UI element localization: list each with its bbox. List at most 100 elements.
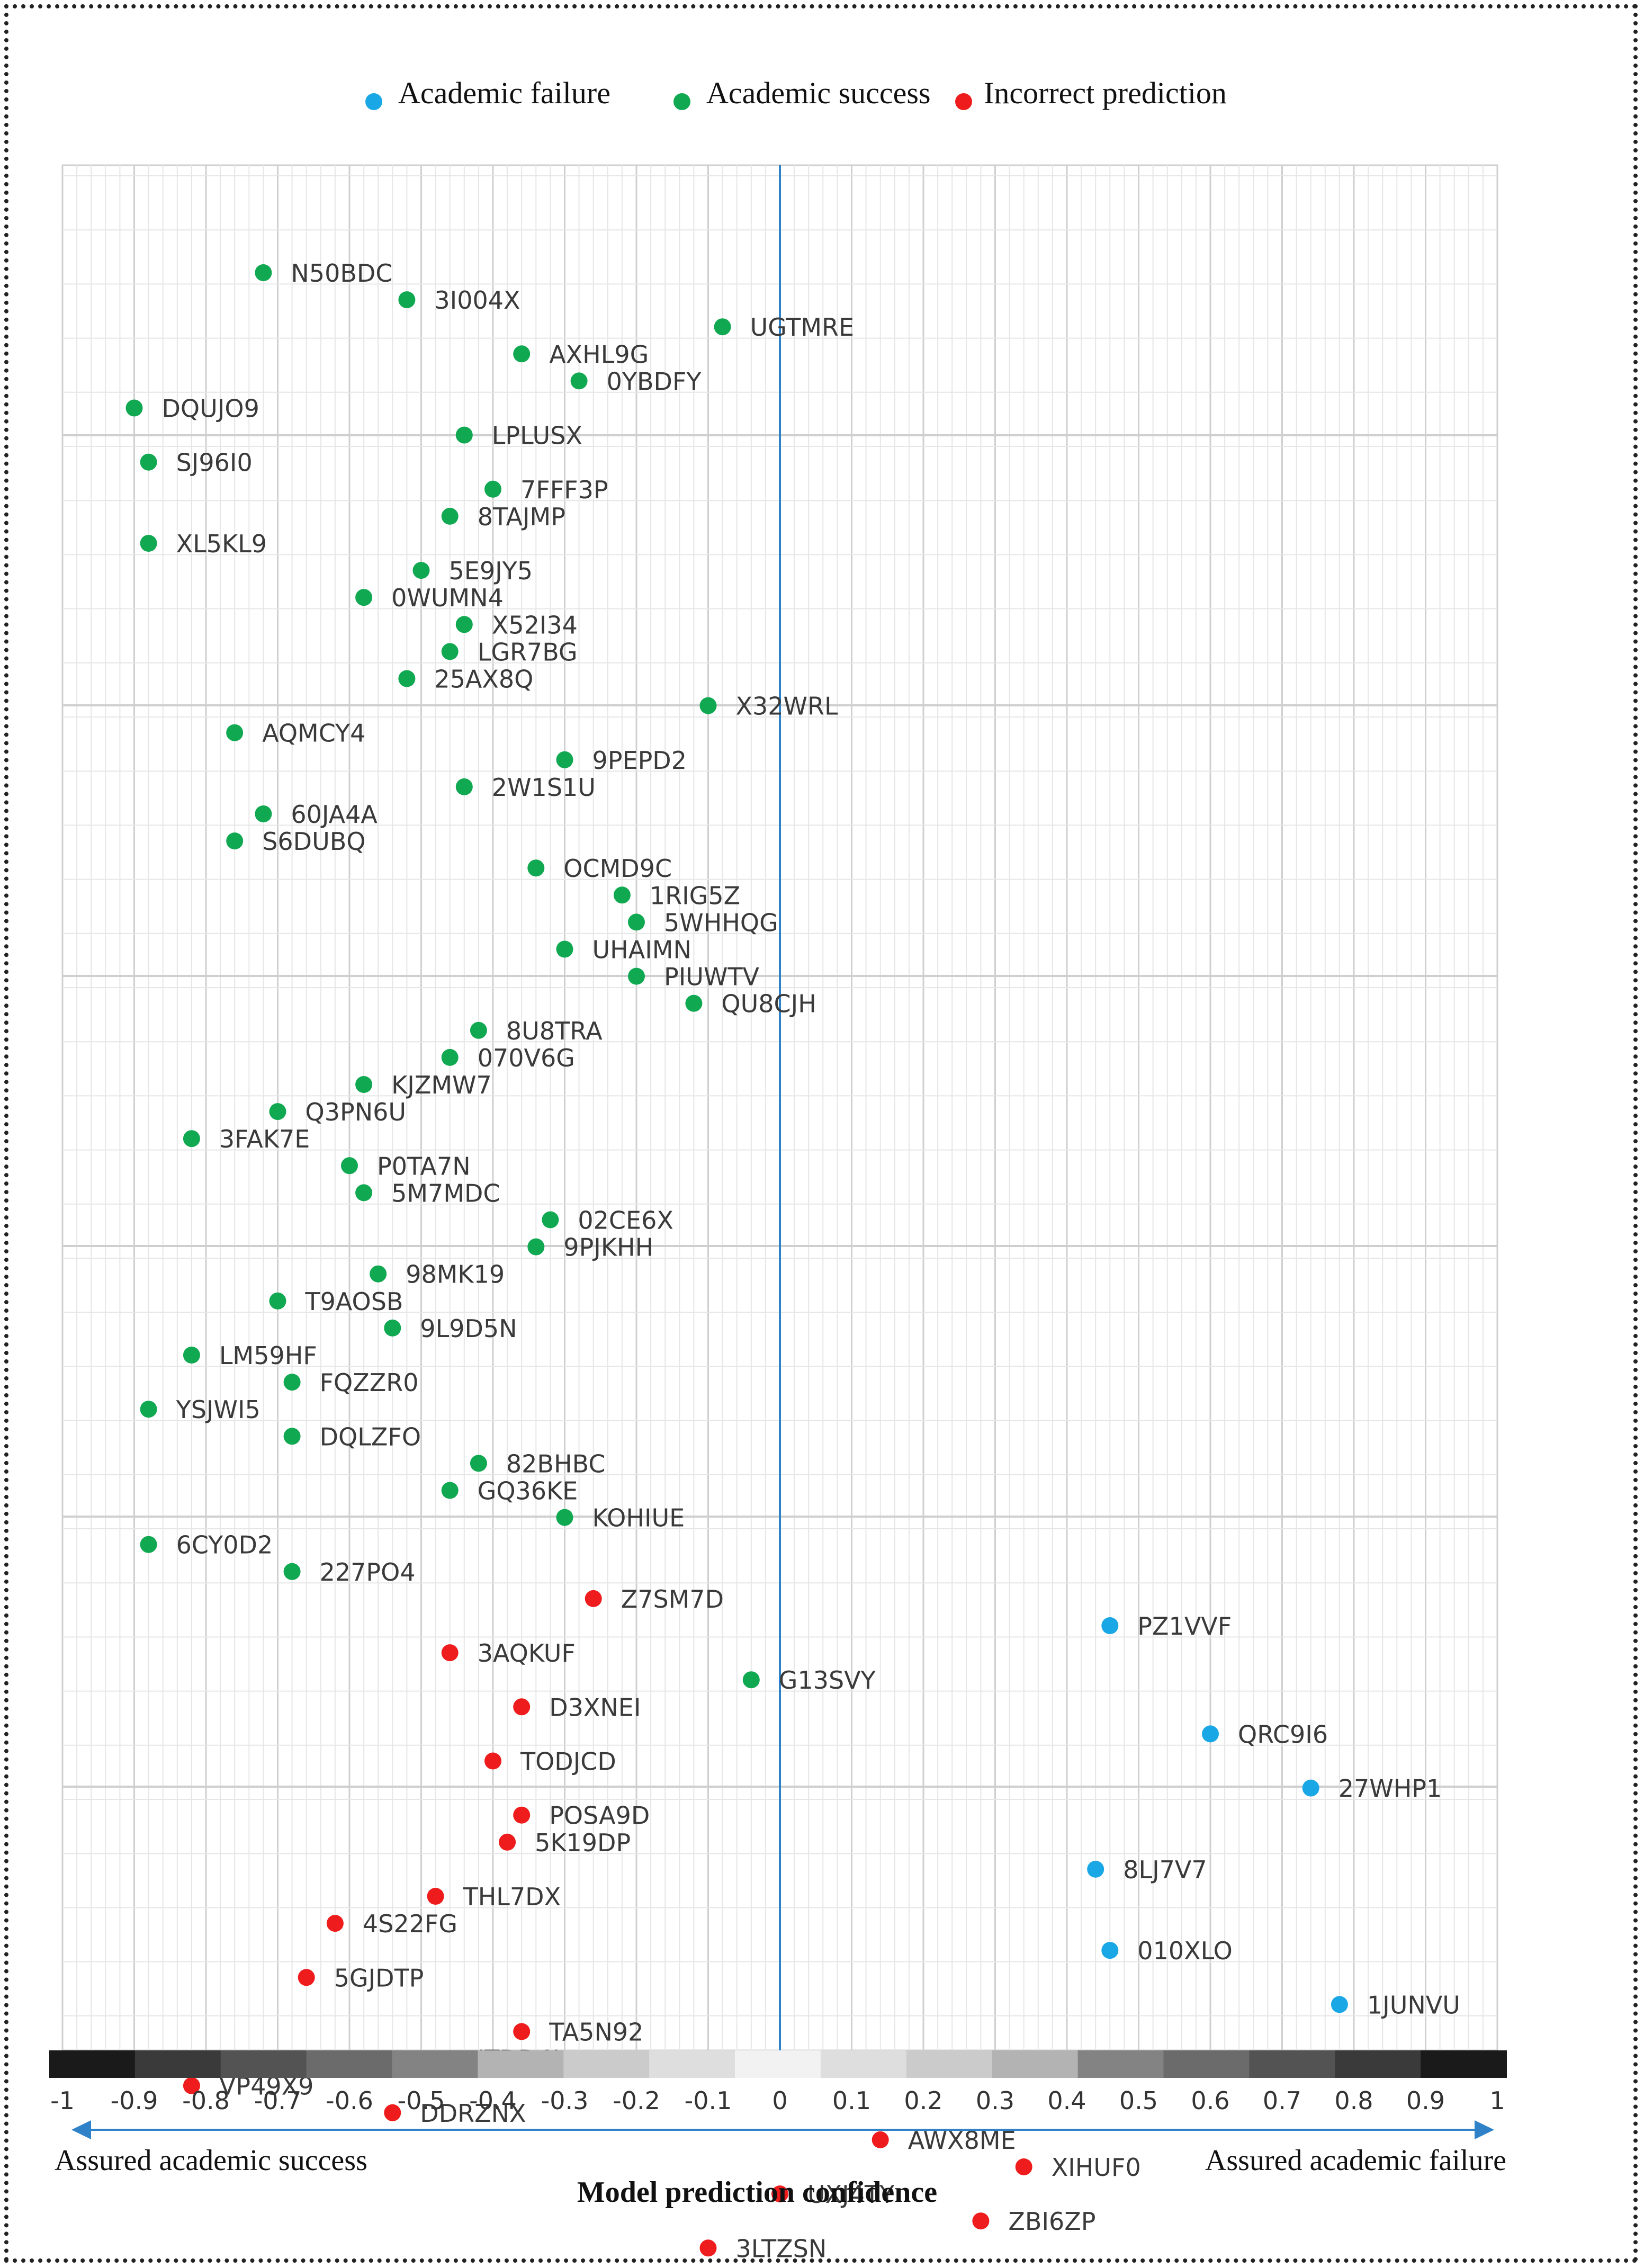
x-tick-label: -0.3: [541, 2086, 589, 2115]
point-marker: [513, 1698, 531, 1716]
point-marker: [628, 967, 645, 985]
point-marker: [1202, 1725, 1219, 1743]
point-label: 5M7MDC: [391, 1179, 500, 1207]
x-tick-label: 0: [772, 2086, 787, 2115]
x-tick-label: 0.1: [832, 2086, 871, 2115]
point-marker: [685, 994, 703, 1012]
point-label: AQMCY4: [262, 719, 365, 748]
point-label: XL5KL9: [176, 530, 267, 558]
colorbar-segment: [1335, 2050, 1422, 2078]
x-tick-label: 0.5: [1119, 2086, 1158, 2115]
point-0YBDFY: 0YBDFY: [570, 367, 702, 396]
point-D3XNEI: D3XNEI: [513, 1693, 641, 1722]
point-marker: [269, 1103, 286, 1120]
right-caption: Assured academic failure: [1205, 2144, 1506, 2177]
point-marker: [370, 1265, 387, 1283]
x-tick-label: -1: [50, 2086, 75, 2115]
point-label: QRC9I6: [1238, 1720, 1328, 1749]
point-marker: [140, 453, 157, 471]
point-marker: [226, 724, 244, 741]
x-axis-title: Model prediction confidence: [577, 2176, 937, 2209]
point-Q3PN6U: Q3PN6U: [269, 1098, 406, 1126]
colorbar-segment: [1077, 2050, 1164, 2078]
colorbar-segment: [1421, 2050, 1507, 2078]
point-marker: [484, 1752, 501, 1770]
point-label: LPLUSX: [492, 422, 582, 450]
point-marker: [513, 1806, 531, 1824]
point-010XLO: 010XLO: [1101, 1937, 1233, 1965]
point-YSJWI5: YSJWI5: [140, 1395, 260, 1424]
point-T9AOSB: T9AOSB: [269, 1287, 403, 1316]
colorbar-segment: [478, 2050, 564, 2078]
point-X32WRL: X32WRL: [699, 692, 838, 721]
point-marker: [527, 859, 545, 877]
point-AQMCY4: AQMCY4: [226, 719, 365, 748]
point-label: THL7DX: [463, 1882, 561, 1911]
point-5WHHQG: 5WHHQG: [628, 908, 778, 937]
point-marker: [628, 913, 645, 931]
point-label: GQ36KE: [478, 1477, 578, 1505]
point-marker: [441, 1048, 459, 1066]
point-label: 3AQKUF: [478, 1639, 576, 1668]
x-tick-label: 0.2: [904, 2086, 942, 2115]
point-marker: [269, 1292, 286, 1310]
point-label: DDRZNX: [420, 2099, 526, 2128]
point-marker: [455, 426, 473, 444]
point-marker: [1101, 1942, 1119, 1959]
point-XIHUF0: XIHUF0: [1015, 2153, 1141, 2182]
point-marker: [699, 2239, 717, 2257]
legend-label-incorrect: Incorrect prediction: [984, 76, 1227, 110]
point-27WHP1: 27WHP1: [1302, 1774, 1442, 1803]
point-XL5KL9: XL5KL9: [140, 530, 267, 558]
point-marker: [542, 1211, 559, 1229]
point-label: FQZZR0: [320, 1368, 419, 1397]
point-label: UXJ4TY: [807, 2180, 895, 2209]
point-label: POSA9D: [549, 1801, 650, 1830]
point-marker: [455, 778, 473, 795]
point-UXJ4TY: UXJ4TY: [771, 2180, 895, 2209]
point-6CY0D2: 6CY0D2: [140, 1531, 273, 1559]
point-label: 5E9JY5: [449, 557, 533, 585]
x-tick-label: 0.8: [1334, 2086, 1373, 2115]
arrow-head-right: [1475, 2120, 1494, 2139]
point-label: LM59HF: [219, 1341, 317, 1370]
colorbar-segment: [735, 2050, 821, 2078]
point-label: 8U8TRA: [506, 1017, 603, 1045]
point-label: 3I004X: [434, 286, 520, 315]
point-marker: [513, 2023, 531, 2040]
x-tick-label: -0.2: [613, 2086, 660, 2115]
point-marker: [255, 805, 272, 822]
point-label: 6CY0D2: [176, 1531, 273, 1559]
point-marker: [441, 1644, 459, 1662]
point-label: X52I34: [492, 611, 578, 639]
x-tick-label: 0.4: [1047, 2086, 1086, 2115]
point-marker: [570, 372, 588, 390]
point-AXHL9G: AXHL9G: [513, 340, 649, 369]
figure-frame: [4, 4, 1638, 2263]
colorbar-segment: [134, 2050, 221, 2078]
point-QRC9I6: QRC9I6: [1202, 1720, 1328, 1749]
point-ZBI6ZP: ZBI6ZP: [972, 2207, 1096, 2236]
point-label: 98MK19: [406, 1260, 505, 1289]
x-tick-label: -0.7: [254, 2086, 302, 2115]
point-marker: [470, 1021, 487, 1039]
point-marker: [613, 886, 631, 904]
point-marker: [556, 1509, 573, 1526]
point-S6DUBQ: S6DUBQ: [226, 827, 366, 856]
point-label: KOHIUE: [592, 1504, 685, 1532]
legend-item-incorrect: Incorrect prediction: [955, 76, 1227, 110]
legend-item-success: Academic success: [673, 76, 931, 110]
point-5GJDTP: 5GJDTP: [298, 1964, 424, 1992]
point-marker: [140, 1536, 157, 1553]
confidence-colorbar: [49, 2050, 1507, 2078]
point-marker: [326, 1915, 344, 1932]
point-marker: [1087, 1860, 1104, 1878]
point-marker: [556, 751, 573, 768]
point-3LTZSN: 3LTZSN: [699, 2234, 827, 2263]
point-LGR7BG: LGR7BG: [441, 638, 578, 666]
point-marker: [484, 480, 501, 498]
point-label: 25AX8Q: [434, 665, 533, 694]
point-TA5N92: TA5N92: [513, 2018, 643, 2047]
point-02CE6X: 02CE6X: [542, 1206, 673, 1235]
point-070V6G: 070V6G: [441, 1044, 575, 1072]
